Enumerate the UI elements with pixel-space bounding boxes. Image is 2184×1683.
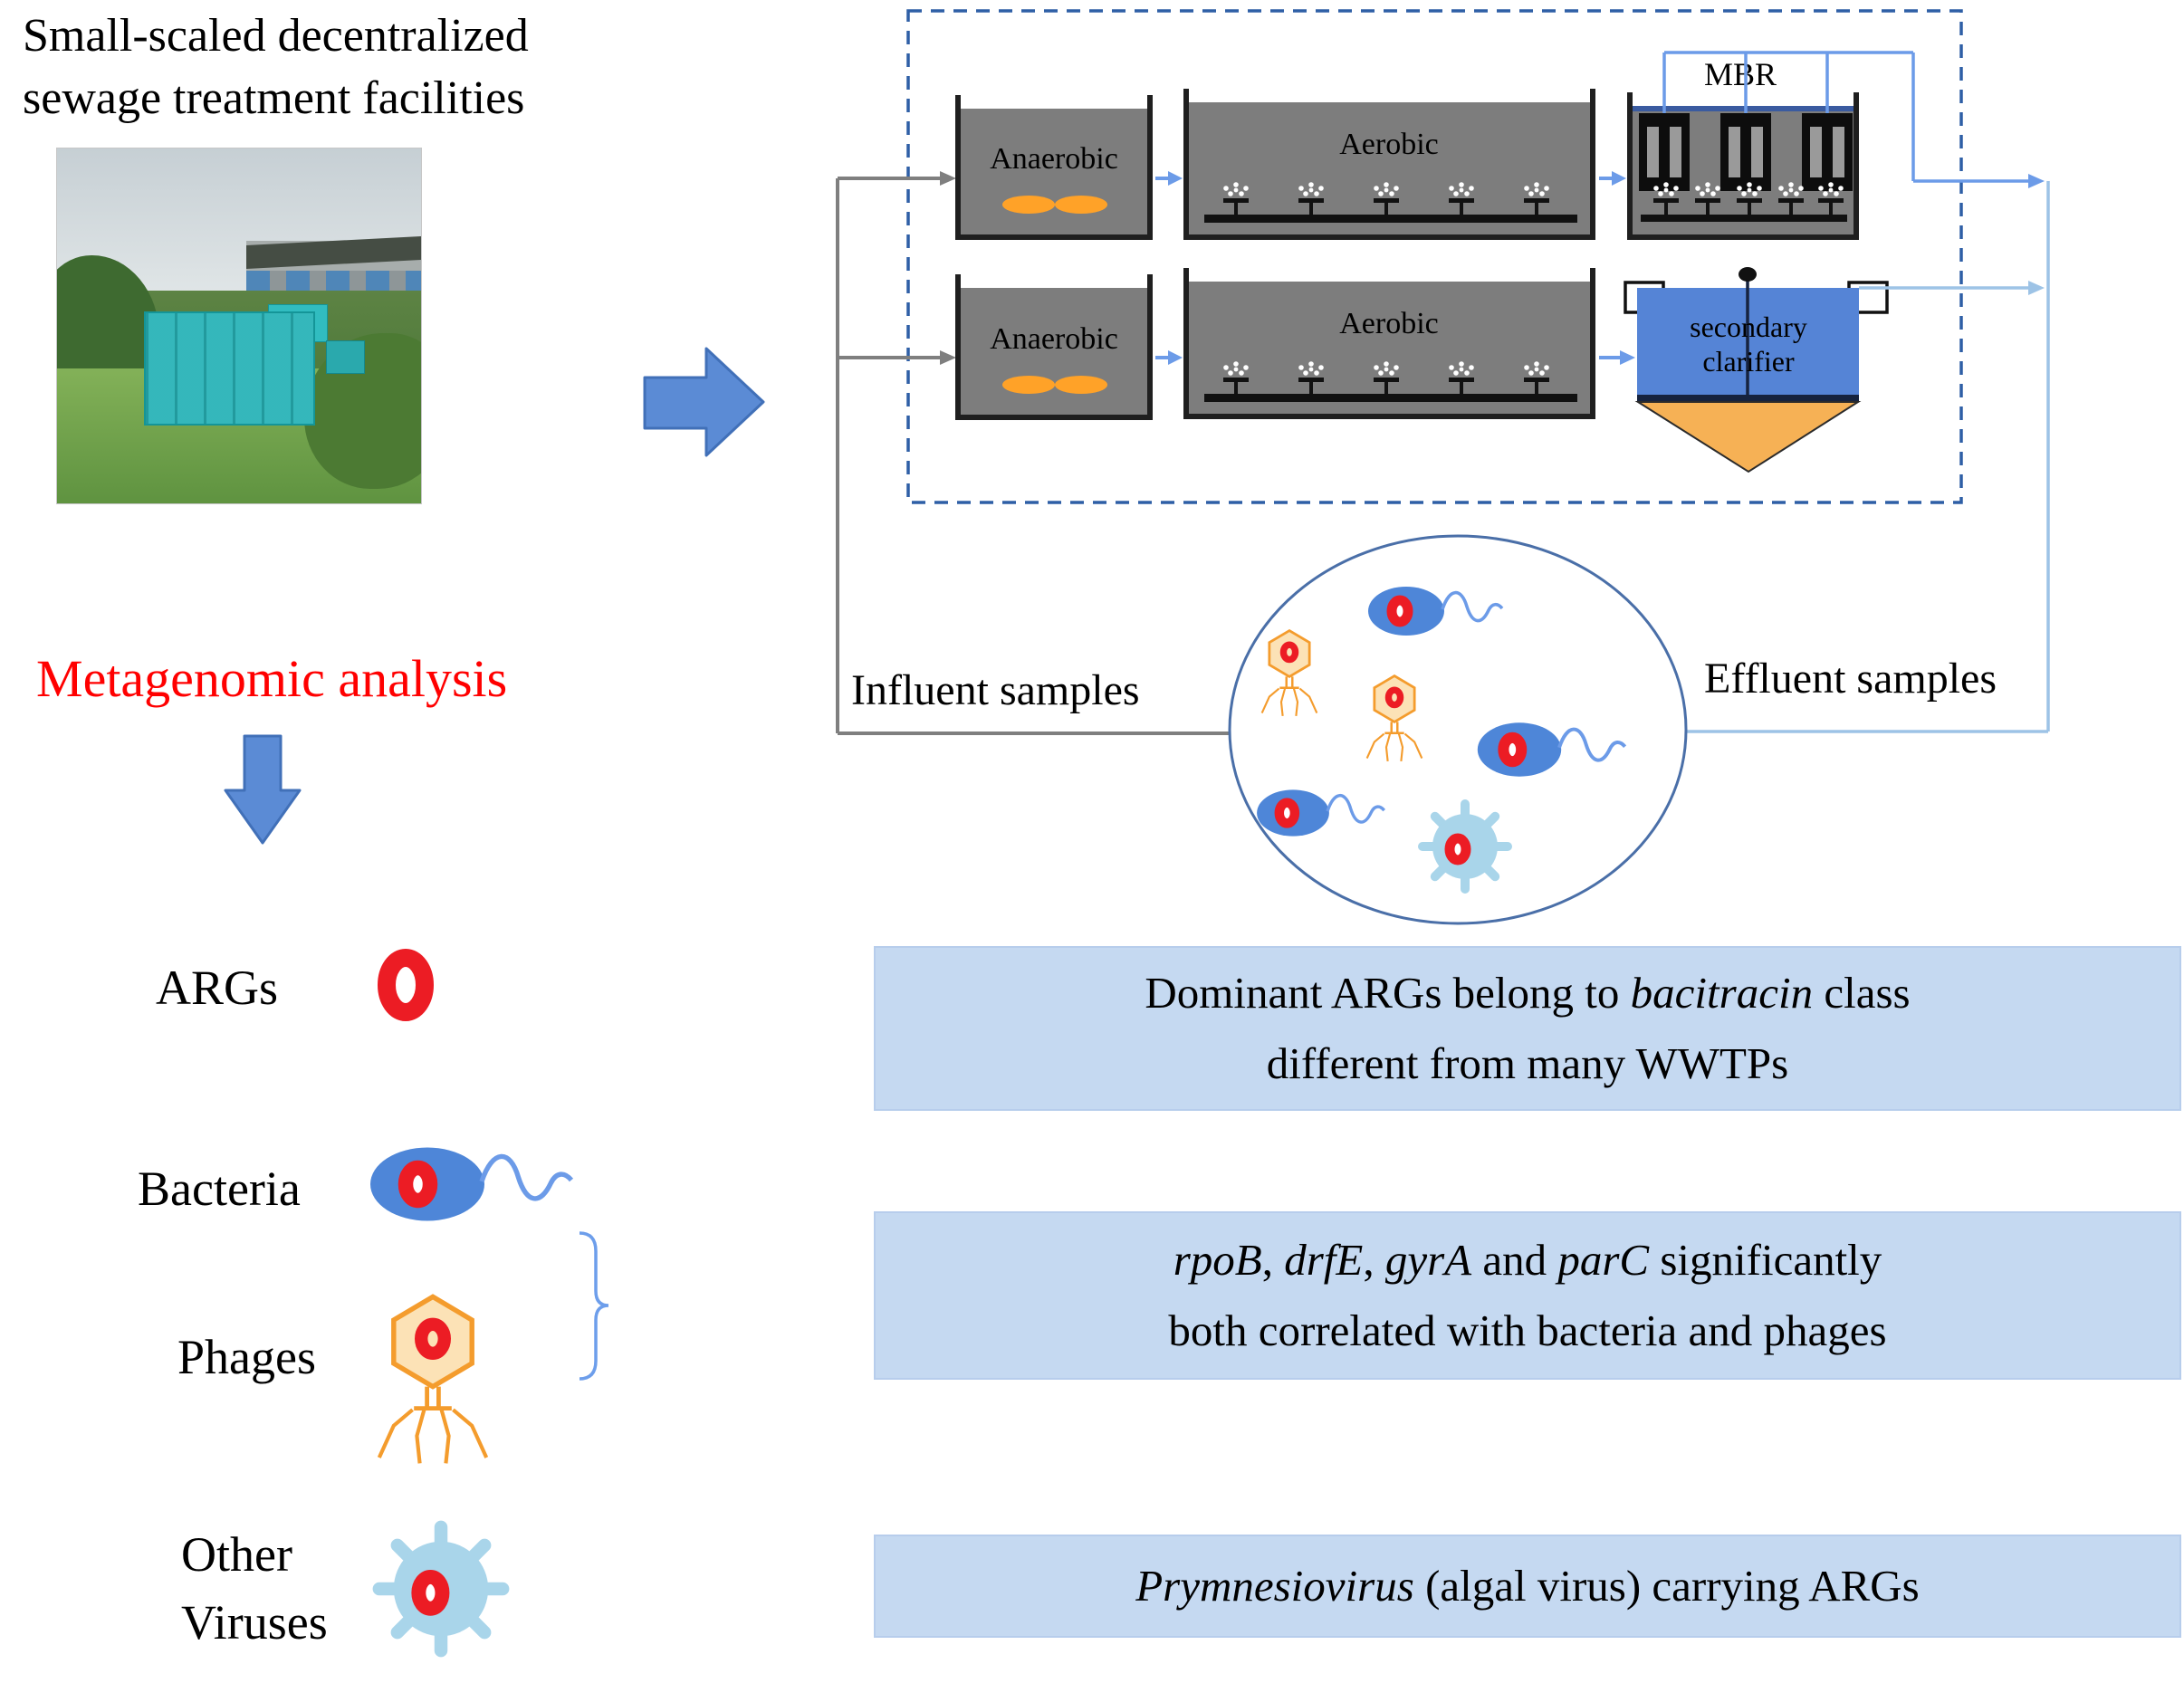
legend-label-bacteria: Bacteria	[138, 1162, 301, 1216]
influent-arrowhead-top	[940, 171, 956, 186]
title-line2: sewage treatment facilities	[23, 72, 525, 124]
gene-rpoB: rpoB	[1173, 1234, 1262, 1285]
finding-box-prymnesiovirus: Prymnesiovirus (algal virus) carrying AR…	[874, 1535, 2181, 1638]
finding1-pre: Dominant ARGs belong to	[1145, 967, 1631, 1018]
finding2-tail: significantly	[1649, 1234, 1882, 1285]
finding2-line1: rpoB, drfE, gyrA and parC significantly	[1173, 1225, 1882, 1296]
finding3-rest: (algal virus) carrying ARGs	[1413, 1560, 1920, 1611]
mbr-tank: MBR	[1627, 56, 1859, 240]
aerobic-tank-top: Aerobic	[1183, 89, 1595, 240]
sample-microbes-circle	[1228, 534, 1688, 925]
legend-other-line1: Other	[181, 1527, 292, 1582]
membrane-module-icon	[1639, 113, 1690, 191]
anaerobic-sludge-oval	[1002, 376, 1055, 394]
finding2-and: and	[1471, 1234, 1558, 1285]
finding2-sep: ,	[1363, 1234, 1385, 1285]
facility-photo	[56, 148, 422, 504]
anaerobic-tank-top: Anaerobic	[955, 95, 1153, 240]
anaerobic-sludge-oval	[1055, 376, 1107, 394]
algal-virus-icon	[379, 1527, 503, 1650]
legend-other-line2: Viruses	[181, 1594, 328, 1650]
anaerobic-bottom-label: Anaerobic	[990, 322, 1118, 356]
process-dashed-border	[906, 9, 1963, 504]
anaerobic-sludge-oval	[1002, 196, 1055, 214]
finding1-italic-bacitracin: bacitracin	[1630, 967, 1814, 1018]
legend-label-args: ARGs	[156, 961, 279, 1015]
finding1-post: class	[1813, 967, 1911, 1018]
finding1-line2: different from many WWTPs	[1266, 1038, 1789, 1088]
aerobic-top-label: Aerobic	[1339, 128, 1439, 161]
influent-line	[836, 171, 1231, 735]
page-title: Small-scaled decentralized sewage treatm…	[23, 5, 656, 129]
anaerobic-top-label: Anaerobic	[990, 142, 1118, 176]
algal-virus-icon	[1422, 804, 1508, 889]
anaerobic-tank-bottom: Anaerobic	[955, 274, 1153, 420]
influent-samples-label: Influent samples	[851, 666, 1140, 714]
title-line1: Small-scaled decentralized	[23, 10, 529, 62]
metagenomic-analysis-label: Metagenomic analysis	[36, 649, 508, 708]
flagellated-bacterium-icon	[370, 1148, 571, 1221]
gene-drfE: drfE	[1284, 1234, 1364, 1285]
clarifier-label-line2: clarifier	[1702, 345, 1795, 378]
effluent-samples-label: Effluent samples	[1704, 655, 1997, 703]
mbr-permeate-pipe	[1662, 51, 2045, 188]
finding-box-gene-correlation: rpoB, drfE, gyrA and parC significantly …	[874, 1211, 2181, 1380]
photo-roof	[246, 235, 421, 269]
aerobic-tank-bottom: Aerobic	[1183, 268, 1595, 419]
membrane-module-icon	[1720, 113, 1771, 191]
legend-label-phages: Phages	[177, 1330, 316, 1384]
aerobic-bottom-label: Aerobic	[1339, 307, 1439, 340]
bacteriophage-icon	[379, 1296, 486, 1463]
bacteria-phages-brace	[579, 1231, 609, 1381]
finding2-sep: ,	[1261, 1234, 1285, 1285]
finding3-line1: Prymnesiovirus (algal virus) carrying AR…	[1135, 1551, 1920, 1621]
photo-treatment-unit	[144, 311, 316, 426]
clarifier-label-line1: secondary	[1690, 311, 1807, 343]
sludge-hopper	[1634, 401, 1862, 473]
gene-parC: parC	[1557, 1234, 1650, 1285]
finding-box-dominant-args: Dominant ARGs belong to bacitracin class…	[874, 946, 2181, 1111]
membrane-module-icon	[1802, 113, 1853, 191]
mbr-label: MBR	[1704, 56, 1777, 92]
flow-arrows	[1155, 171, 1635, 365]
finding2-line2: both correlated with bacteria and phages	[1168, 1305, 1887, 1355]
photo-to-process-arrow	[643, 347, 765, 457]
metagenomic-down-arrow	[224, 734, 302, 845]
gene-gyrA: gyrA	[1384, 1234, 1472, 1285]
legend-label-other-viruses: Other Viruses	[181, 1521, 328, 1656]
secondary-clarifier: secondary clarifier	[1624, 267, 1889, 473]
anaerobic-sludge-oval	[1055, 196, 1107, 214]
finding3-italic-prymnesiovirus: Prymnesiovirus	[1135, 1560, 1414, 1611]
photo-windows	[246, 270, 421, 294]
influent-arrowhead-bottom	[940, 350, 956, 365]
effluent-line	[1684, 181, 2050, 733]
finding1-line1: Dominant ARGs belong to bacitracin class	[1145, 958, 1910, 1028]
photo-small-unit	[326, 339, 365, 374]
red-ring-arg-icon	[387, 958, 425, 1012]
